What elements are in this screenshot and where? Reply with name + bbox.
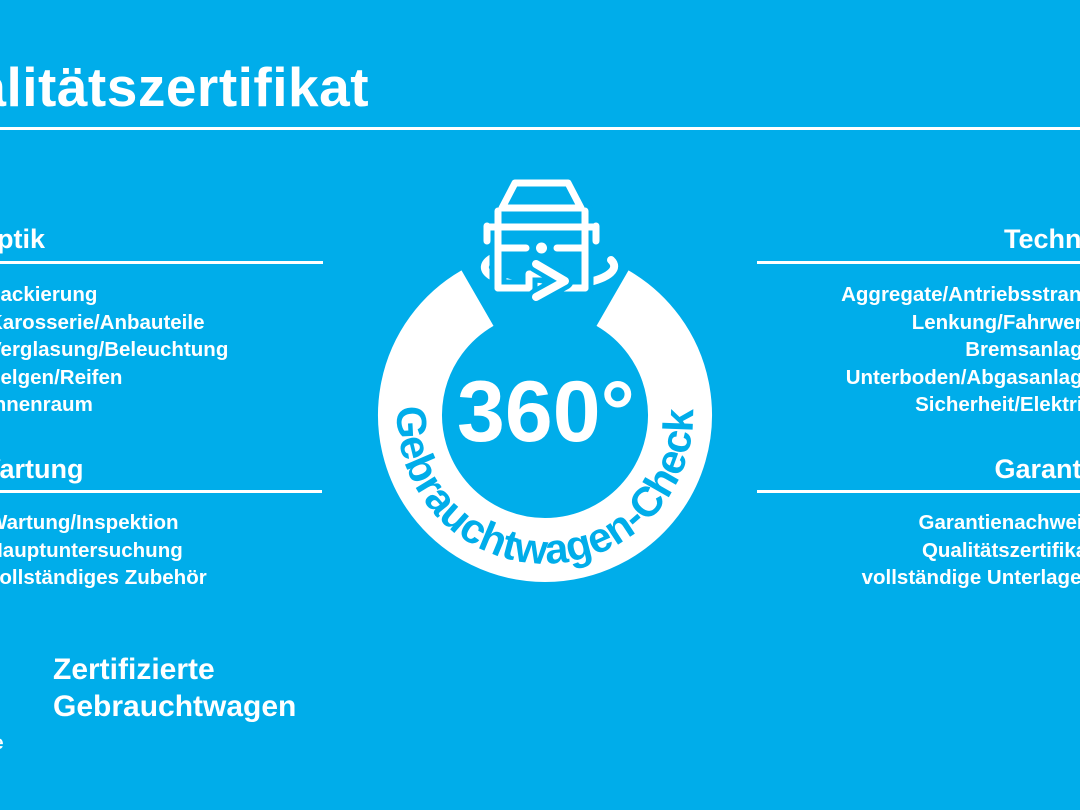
list-item: Felgen/Reifen: [0, 365, 123, 389]
list-item: Karosserie/Anbauteile: [0, 310, 205, 334]
section-divider-optik: [0, 261, 323, 264]
edge-letter-fragment: e: [0, 733, 4, 755]
car-logo-dot: [536, 242, 547, 254]
car-logo-dot-halo: [531, 238, 552, 258]
list-item: Aggregate/Antriebsstrang: [841, 283, 1080, 306]
list-item: Lenkung/Fahrwerk: [911, 310, 1080, 334]
section-title-garantie: Garantie: [994, 454, 1080, 484]
section-title-optik: Optik: [0, 224, 46, 254]
rotation-arrow-icon: [480, 254, 619, 291]
list-item: vollständige Unterlagen: [861, 566, 1080, 590]
ring-curved-label: Gebrauchtwagen-Check: [387, 405, 702, 574]
list-item: Hauptuntersuchung: [0, 538, 183, 562]
page-title: Qualitätszertifikat: [0, 56, 370, 118]
list-item: Qualitätszertifikat: [921, 538, 1080, 562]
ring-shape: [378, 270, 712, 582]
title-divider: [0, 127, 1080, 130]
list-item: Sicherheit/Elektrik: [915, 393, 1080, 417]
list-item: Lackierung: [0, 283, 98, 306]
list-item: Innenraum: [0, 393, 93, 417]
claim-line-2: Gebrauchtwagen: [53, 689, 297, 723]
section-title-technik: Technik: [1003, 224, 1080, 254]
section-list-garantie: Garantienachweis Qualitätszertifikat vol…: [862, 509, 1080, 592]
rotation-arrowhead-icon: [527, 255, 574, 306]
list-item: Unterboden/Abgasanlage: [845, 365, 1080, 389]
claim-text: Zertifizierte Gebrauchtwagen: [53, 652, 296, 725]
section-title-wartung: Wartung: [0, 454, 84, 484]
list-item: Garantienachweis: [918, 511, 1080, 534]
list-item: Verglasung/Beleuchtung: [0, 338, 229, 362]
section-list-technik: Aggregate/Antriebsstrang Lenkung/Fahrwer…: [841, 281, 1080, 419]
list-item: Wartung/Inspektion: [0, 511, 179, 534]
list-item: vollständiges Zubehör: [0, 566, 207, 590]
section-divider-wartung: [0, 490, 322, 493]
section-list-wartung: Wartung/Inspektion Hauptuntersuchung vol…: [0, 509, 207, 592]
section-divider-garantie: [757, 490, 1080, 493]
section-list-optik: Lackierung Karosserie/Anbauteile Verglas…: [0, 281, 228, 419]
list-item: Bremsanlage: [965, 338, 1080, 362]
degrees-value: 360°: [457, 364, 635, 460]
car-front-icon: [478, 174, 605, 297]
claim-line-1: Zertifizierte: [53, 653, 215, 686]
section-divider-technik: [757, 261, 1080, 264]
